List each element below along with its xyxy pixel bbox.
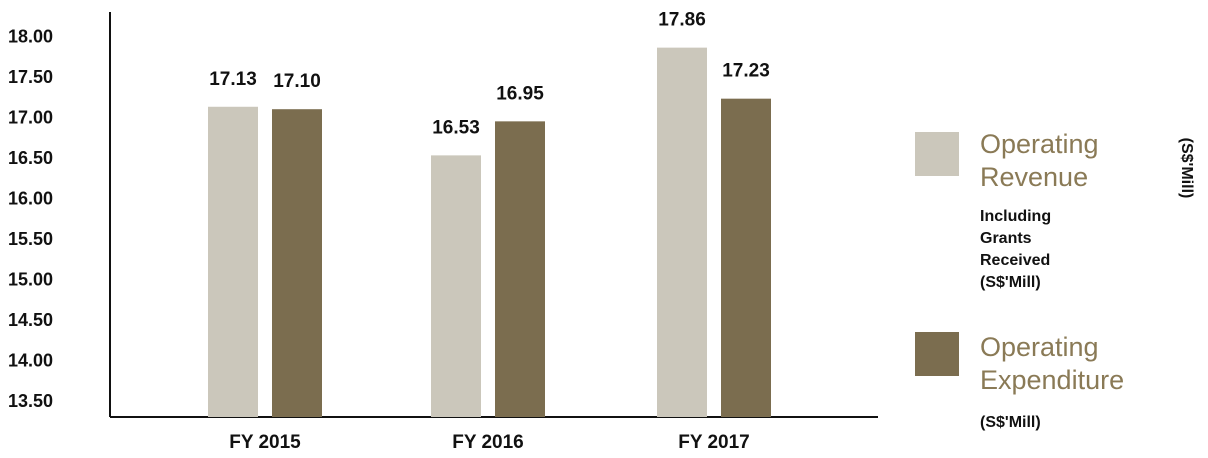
legend-sub-line: (S$'Mill) <box>980 274 1041 291</box>
bar-chart: 18.00 17.50 17.00 16.50 16.00 15.50 15.00 14.50… <box>8 10 878 453</box>
legend-title-expenditure-line1: Operating <box>980 332 1099 362</box>
legend-title-revenue: Operating Revenue <box>980 128 1099 194</box>
y-tick-label: 13.50 <box>8 391 53 411</box>
legend-sub-line: Including <box>980 208 1052 225</box>
legend-swatch-revenue <box>915 132 959 176</box>
data-label: 17.13 <box>209 69 257 90</box>
x-category-label: FY 2015 <box>229 432 301 453</box>
bar-revenue <box>657 47 707 417</box>
data-label: 16.53 <box>432 117 480 138</box>
y-tick-label: 14.00 <box>8 350 53 370</box>
bar-revenue <box>208 106 258 418</box>
legend-sub-line: (S$'Mill) <box>980 414 1041 431</box>
bar-expenditure <box>721 98 771 418</box>
side-unit-label: (S$'Mill) <box>1178 137 1195 199</box>
data-label: 16.95 <box>496 83 544 104</box>
y-tick-label: 18.00 <box>8 26 53 46</box>
legend-title-revenue-line1: Operating <box>980 129 1099 159</box>
legend-sub-line: Received <box>980 252 1051 269</box>
legend-title-expenditure: Operating Expenditure <box>980 331 1124 397</box>
legend-sub-expenditure: (S$'Mill) <box>980 412 1041 434</box>
y-tick-label: 15.00 <box>8 269 53 289</box>
legend-title-revenue-line2: Revenue <box>980 162 1089 192</box>
data-label: 17.10 <box>273 71 321 92</box>
data-label: 17.23 <box>722 61 770 82</box>
x-category-label: FY 2016 <box>452 432 523 453</box>
bar-revenue <box>431 155 481 417</box>
bar-expenditure <box>272 109 322 417</box>
y-tick-label: 17.50 <box>8 67 53 87</box>
y-tick-label: 16.00 <box>8 188 53 208</box>
y-tick-label: 15.50 <box>8 229 53 249</box>
legend-sub-line: Grants <box>980 230 1032 247</box>
x-category-label: FY 2017 <box>678 432 749 453</box>
y-tick-label: 16.50 <box>8 148 53 168</box>
legend-swatch-expenditure <box>915 332 959 376</box>
data-label: 17.86 <box>658 10 706 31</box>
y-tick-label: 17.00 <box>8 107 53 127</box>
legend-title-expenditure-line2: Expenditure <box>980 365 1125 395</box>
bar-expenditure <box>495 121 545 417</box>
y-tick-label: 14.50 <box>8 310 53 330</box>
legend-sub-revenue: Including Grants Received (S$'Mill) <box>980 206 1051 294</box>
